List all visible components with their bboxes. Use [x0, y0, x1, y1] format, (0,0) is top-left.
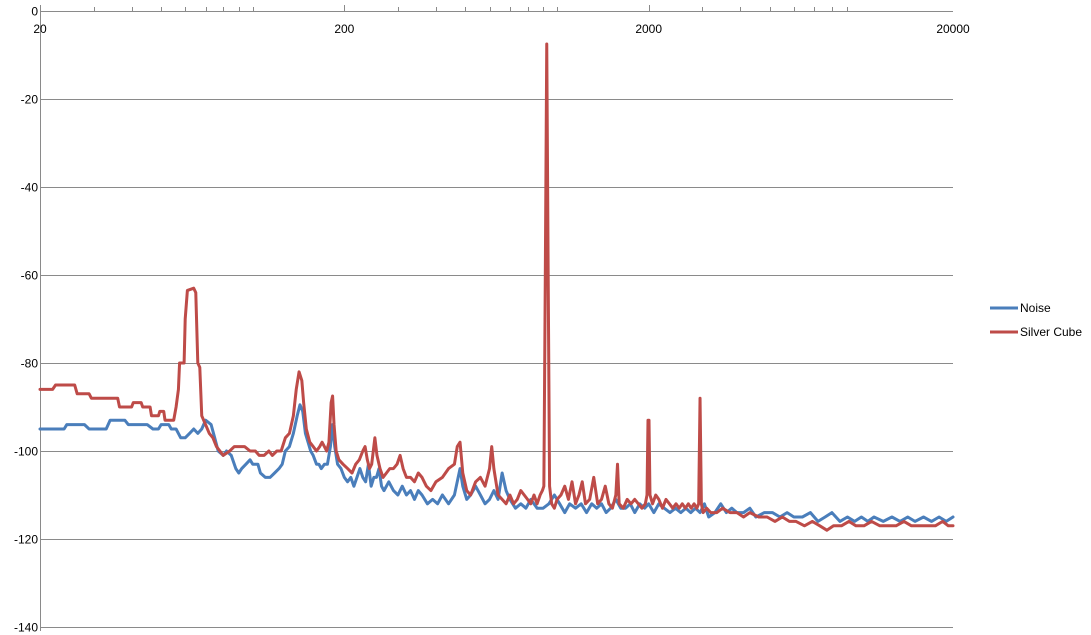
x-tick-label: 2000: [635, 22, 662, 36]
x-axis-tick-labels: 20 200 2000 20000: [33, 22, 970, 36]
y-tick-label: 0: [31, 5, 38, 19]
y-tick-label: -120: [14, 533, 38, 547]
y-axis-tick-labels: 0 -20 -40 -60 -80 -100 -120 -140: [14, 5, 38, 635]
legend: Noise Silver Cube: [990, 301, 1082, 339]
y-tick-label: -60: [21, 269, 39, 283]
y-tick-label: -140: [14, 621, 38, 635]
x-tick-label: 200: [334, 22, 354, 36]
y-tick-label: -40: [21, 181, 39, 195]
legend-label: Noise: [1020, 301, 1051, 315]
y-tick-label: -100: [14, 445, 38, 459]
x-tick-label: 20000: [936, 22, 970, 36]
y-tick-label: -20: [21, 93, 39, 107]
series-line-noise: [38, 403, 955, 523]
x-tick-label: 20: [33, 22, 47, 36]
gridlines: [40, 5, 953, 631]
y-tick-label: -80: [21, 357, 39, 371]
series-line-silver-cube: [38, 42, 955, 532]
legend-label: Silver Cube: [1020, 325, 1082, 339]
plot-area: [38, 42, 955, 532]
